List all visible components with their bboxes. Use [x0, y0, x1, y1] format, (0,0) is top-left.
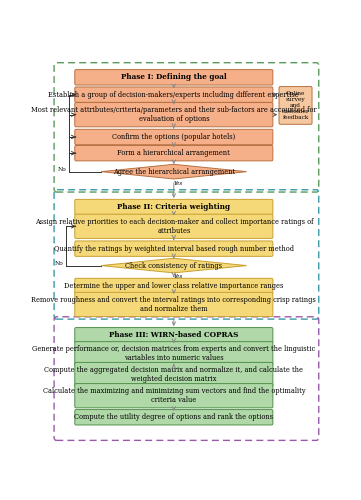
Polygon shape — [101, 164, 247, 179]
FancyBboxPatch shape — [75, 200, 273, 215]
Text: Most relevant attributes/criteria/parameters and their sub-factors are accounted: Most relevant attributes/criteria/parame… — [31, 106, 317, 124]
FancyBboxPatch shape — [75, 241, 273, 256]
Text: Compute the aggregated decision matrix and normalize it, and calculate the
weigh: Compute the aggregated decision matrix a… — [44, 366, 303, 383]
FancyBboxPatch shape — [75, 292, 273, 316]
Text: Yes: Yes — [173, 181, 183, 186]
FancyBboxPatch shape — [75, 146, 273, 161]
Polygon shape — [101, 258, 247, 273]
Text: Compute the utility degree of options and rank the options: Compute the utility degree of options an… — [74, 414, 273, 422]
FancyBboxPatch shape — [75, 278, 273, 293]
Text: Phase III: WIRN-based COPRAS: Phase III: WIRN-based COPRAS — [109, 332, 239, 340]
FancyBboxPatch shape — [75, 87, 273, 102]
FancyBboxPatch shape — [279, 86, 312, 124]
Text: Phase II: Criteria weighting: Phase II: Criteria weighting — [117, 203, 230, 211]
FancyBboxPatch shape — [75, 130, 273, 144]
Text: Calculate the maximizing and minimizing sum vectors and find the optimality
crit: Calculate the maximizing and minimizing … — [43, 387, 305, 404]
Text: Check consistency of ratings: Check consistency of ratings — [125, 262, 222, 270]
FancyBboxPatch shape — [75, 362, 273, 386]
Text: No: No — [55, 261, 63, 266]
Text: Confirm the options (popular hotels): Confirm the options (popular hotels) — [112, 133, 235, 141]
Text: Establish a group of decision-makers/experts including different expertise: Establish a group of decision-makers/exp… — [48, 90, 299, 98]
Text: No: No — [57, 167, 66, 172]
Text: Remove roughness and convert the interval ratings into corresponding crisp ratin: Remove roughness and convert the interva… — [31, 296, 316, 313]
Text: Assign relative priorities to each decision-maker and collect importance ratings: Assign relative priorities to each decis… — [35, 218, 313, 235]
Text: Form a hierarchical arrangement: Form a hierarchical arrangement — [117, 149, 230, 157]
Text: Phase I: Defining the goal: Phase I: Defining the goal — [121, 74, 227, 82]
Text: Determine the upper and lower class relative importance ranges: Determine the upper and lower class rela… — [64, 282, 283, 290]
FancyBboxPatch shape — [75, 328, 273, 343]
Text: Quantify the ratings by weighted interval based rough number method: Quantify the ratings by weighted interva… — [54, 244, 294, 252]
FancyBboxPatch shape — [75, 342, 273, 366]
Text: Yes: Yes — [173, 274, 183, 280]
FancyBboxPatch shape — [75, 214, 273, 238]
FancyBboxPatch shape — [75, 384, 273, 408]
Text: Generate performance or, decision matrices from experts and convert the linguist: Generate performance or, decision matric… — [32, 345, 316, 362]
Text: Agree the hierarchical arrangement: Agree the hierarchical arrangement — [113, 168, 235, 175]
Text: Online
survey
and
customer
feedback: Online survey and customer feedback — [282, 92, 309, 120]
FancyBboxPatch shape — [75, 70, 273, 85]
FancyBboxPatch shape — [75, 410, 273, 425]
FancyBboxPatch shape — [75, 102, 273, 127]
